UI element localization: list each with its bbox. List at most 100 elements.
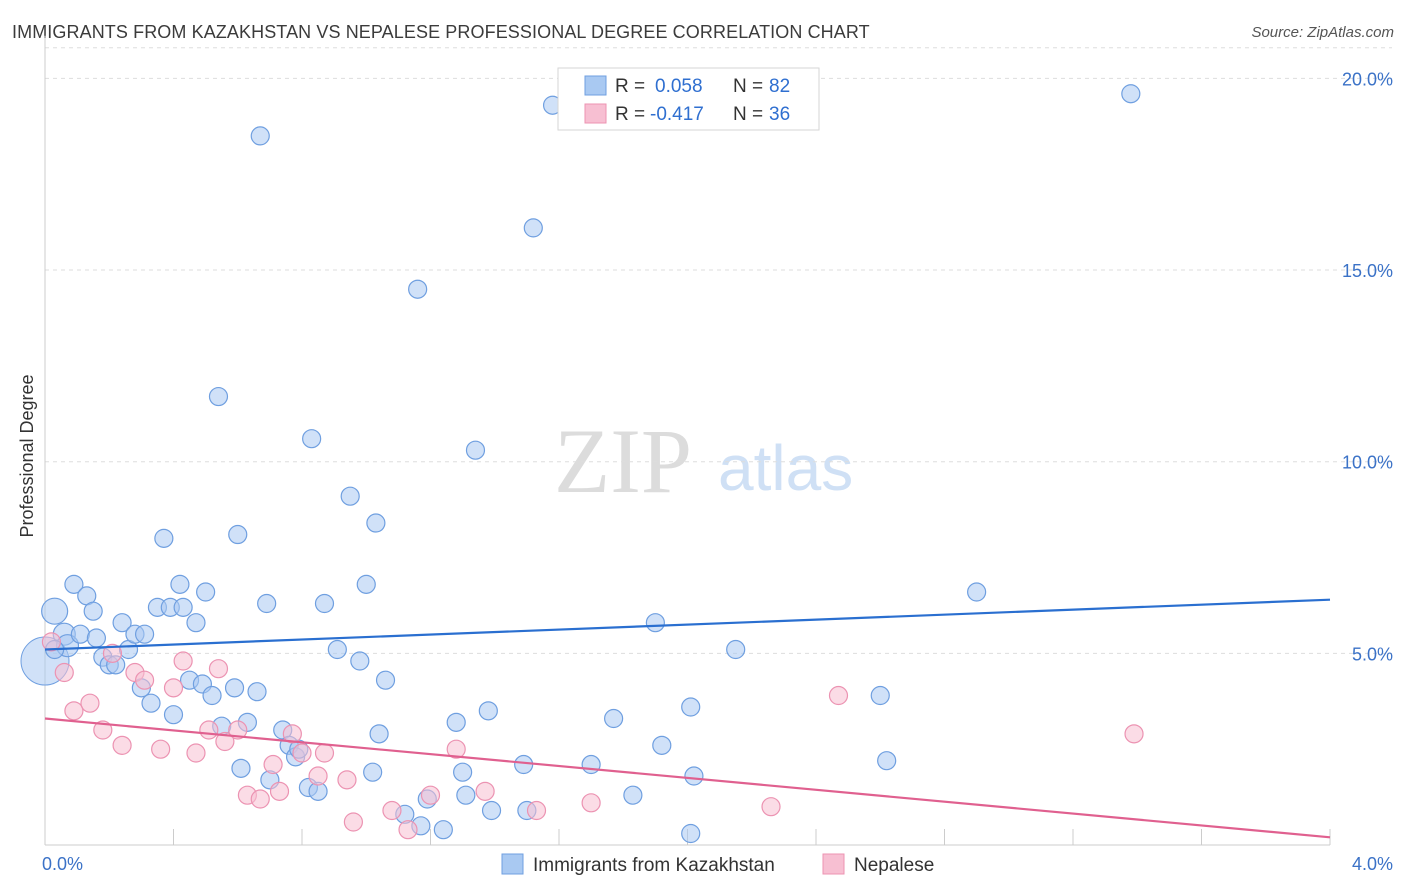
nepalese-point: [151, 739, 171, 759]
nepalese-point: [446, 739, 466, 759]
kazakhstan-point: [645, 613, 665, 633]
kazakhstan-point: [86, 628, 107, 648]
nepalese-point: [173, 651, 193, 671]
kazakhstan-point: [340, 486, 360, 506]
y-tick-label: 20.0%: [1342, 69, 1393, 89]
nepalese-point: [134, 670, 155, 690]
legend-swatch-nepalese: [584, 103, 607, 124]
kazakhstan-point: [369, 724, 389, 744]
kazakhstan-point: [408, 279, 428, 299]
bottom-legend-label-nepalese: Nepalese: [854, 855, 934, 876]
nepalese-point: [398, 820, 418, 840]
kazakhstan-point: [170, 574, 190, 594]
nepalese-point: [263, 754, 283, 775]
kazakhstan-point: [465, 440, 486, 460]
nepalese-point: [343, 812, 363, 832]
nepalese-point: [199, 720, 219, 740]
nepalese-point: [314, 743, 335, 763]
kazakhstan-point: [208, 386, 229, 407]
kazakhstan-point: [481, 800, 502, 821]
kazakhstan-point: [134, 624, 155, 644]
axes: [44, 35, 1331, 846]
nepalese-point: [420, 785, 441, 805]
kazakhstan-point: [456, 785, 476, 805]
x-tick-label: 4.0%: [1352, 854, 1393, 874]
legend-r-label-kazakhstan: R =: [615, 76, 645, 97]
y-axis-label: Professional Degree: [17, 374, 37, 537]
nepalese-trend-line: [44, 717, 1331, 839]
kazakhstan-point: [604, 708, 624, 729]
nepalese-point: [828, 685, 849, 706]
y-tick-label: 15.0%: [1342, 261, 1393, 281]
kazakhstan-point: [366, 513, 386, 533]
y-tick-label: 5.0%: [1352, 644, 1393, 664]
bottom-legend-swatch-kazakhstan: [501, 853, 524, 875]
nepalese-point: [208, 659, 229, 679]
kazakhstan-point: [173, 597, 193, 617]
kazakhstan-point: [581, 754, 601, 775]
kazakhstan-point: [356, 574, 376, 594]
legend-swatch-kazakhstan: [584, 75, 607, 96]
chart-title: IMMIGRANTS FROM KAZAKHSTAN VS NEPALESE P…: [12, 22, 870, 42]
kazakhstan-point: [141, 693, 161, 713]
watermark-atlas: atlas: [718, 432, 853, 504]
legend-r-value-nepalese: -0.417: [650, 104, 704, 125]
nepalese-point: [93, 720, 113, 740]
nepalese-point: [228, 720, 248, 740]
gridlines: [45, 47, 1392, 654]
kazakhstan-point: [363, 762, 383, 782]
nepalese-point: [112, 735, 132, 755]
nepalese-point: [581, 793, 601, 813]
kazakhstan-point: [681, 823, 701, 844]
kazakhstan-point: [257, 593, 277, 614]
watermark-zip: ZIP: [554, 410, 692, 512]
kazakhstan-point: [877, 751, 897, 771]
kazakhstan-point: [250, 126, 270, 146]
kazakhstan-point: [41, 597, 69, 625]
nepalese-point: [80, 693, 100, 713]
x-tick-label: 0.0%: [42, 854, 83, 874]
kazakhstan-point: [1121, 84, 1141, 104]
nepalese-point: [41, 632, 62, 652]
kazakhstan-point: [64, 574, 84, 594]
kazakhstan-point: [514, 754, 534, 775]
nepalese-point: [382, 800, 402, 821]
kazakhstan-point: [446, 712, 466, 732]
kazakhstan-point: [247, 682, 267, 702]
bottom-legend-swatch-nepalese: [822, 853, 845, 875]
kazakhstan-point: [70, 624, 90, 644]
nepalese-point: [308, 766, 328, 786]
kazakhstan-point: [112, 613, 132, 633]
kazakhstan-point: [228, 524, 248, 545]
nepalese-point: [54, 662, 74, 683]
nepalese-point: [475, 781, 495, 801]
kazakhstan-point: [327, 639, 347, 660]
nepalese-point: [64, 701, 84, 721]
kazakhstan-trend-line: [44, 598, 1331, 651]
y-tick-label: 10.0%: [1342, 453, 1393, 473]
legend-n-label-kazakhstan: N =: [733, 76, 763, 97]
nepalese-point: [292, 743, 312, 763]
kazakhstan-point: [224, 678, 245, 698]
bottom-legend: Immigrants from Kazakhstan Nepalese: [501, 853, 934, 876]
nepalese-point: [186, 743, 206, 763]
kazakhstan-point: [196, 582, 216, 602]
nepalese-point: [1124, 724, 1144, 744]
nepalese-point: [269, 781, 290, 801]
tick-labels: 5.0% 10.0% 15.0% 20.0% 0.0% 4.0%: [42, 69, 1393, 874]
legend-n-value-nepalese: 36: [769, 104, 790, 125]
nepalese-point: [102, 643, 123, 663]
kazakhstan-point: [967, 582, 987, 602]
kazakhstan-point: [523, 218, 543, 238]
kazakhstan-point: [314, 593, 335, 614]
nepalese-point: [163, 678, 184, 698]
legend-n-value-kazakhstan: 82: [769, 76, 790, 97]
kazakhstan-point: [202, 685, 222, 706]
kazakhstan-point: [350, 651, 370, 671]
nepalese-point: [526, 800, 547, 821]
kazakhstan-point: [163, 705, 184, 725]
legend-box: R = 0.058 N = 82 R = -0.417 N = 36: [557, 67, 820, 131]
legend-n-label-nepalese: N =: [733, 104, 763, 125]
bottom-legend-label-kazakhstan: Immigrants from Kazakhstan: [533, 855, 775, 876]
